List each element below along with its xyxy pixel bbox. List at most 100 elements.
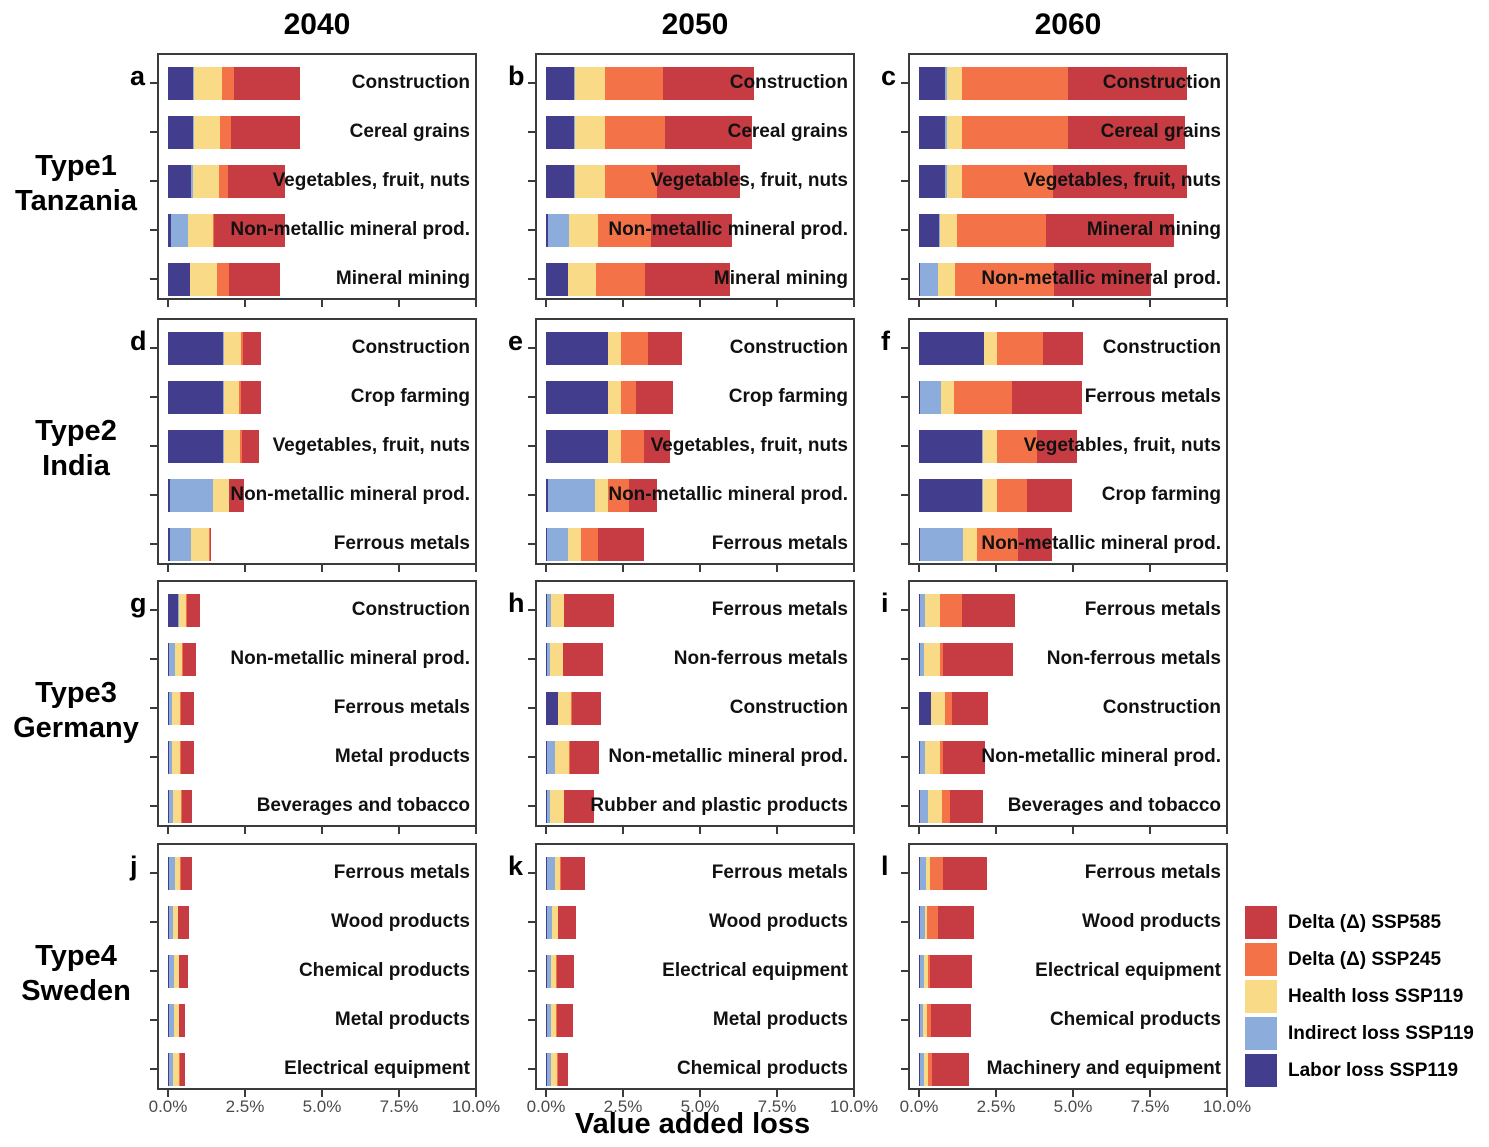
segment-health <box>922 1004 927 1037</box>
bar-e-4 <box>546 479 657 512</box>
sector-label: Vegetables, fruit, nuts <box>650 435 848 456</box>
segment-ssp585 <box>563 643 603 676</box>
sector-label: Ferrous metals <box>333 697 470 718</box>
bar-f-1 <box>919 332 1083 365</box>
legend: Delta (Δ) SSP585 Delta (Δ) SSP245 Health l… <box>1245 906 1474 1091</box>
segment-indirect <box>547 479 596 512</box>
sector-label: Vegetables, fruit, nuts <box>650 170 848 191</box>
segment-indirect <box>919 906 926 939</box>
x-axis-tick <box>995 565 997 572</box>
x-axis-tick-label: 2.5% <box>225 1097 265 1116</box>
segment-indirect <box>567 263 569 296</box>
segment-ssp245 <box>240 430 242 463</box>
segment-ssp585 <box>663 67 754 100</box>
segment-ssp585 <box>180 741 195 774</box>
x-axis-tick <box>1149 827 1151 834</box>
segment-ssp245 <box>620 381 636 414</box>
segment-health <box>550 790 564 823</box>
segment-indirect <box>919 381 942 414</box>
row-label-line1: Type2 <box>35 415 117 447</box>
segment-ssp245 <box>927 955 930 988</box>
segment-ssp585 <box>597 528 644 561</box>
segment-health <box>569 214 599 247</box>
segment-health <box>939 214 957 247</box>
segment-indirect <box>223 332 225 365</box>
bar-j-4 <box>168 1004 186 1037</box>
segment-health <box>550 643 563 676</box>
bar-a-3 <box>168 165 285 198</box>
row-label-line2: India <box>42 450 110 482</box>
segment-ssp245 <box>212 214 215 247</box>
x-axis-tick-label: 7.5% <box>757 1097 797 1116</box>
segment-ssp245 <box>569 741 570 774</box>
segment-labor <box>546 1004 547 1037</box>
bar-f-5 <box>919 528 1053 561</box>
segment-labor <box>919 692 931 725</box>
segment-health <box>946 67 963 100</box>
segment-indirect <box>178 594 179 627</box>
segment-ssp245 <box>221 67 235 100</box>
segment-labor <box>919 214 940 247</box>
segment-health <box>931 692 945 725</box>
segment-ssp585 <box>209 528 212 561</box>
y-axis-tick <box>528 921 535 923</box>
segment-ssp245 <box>930 857 943 890</box>
y-axis-tick <box>150 347 157 349</box>
bar-c-3 <box>919 165 1187 198</box>
segment-health <box>575 116 605 149</box>
segment-ssp585 <box>645 263 731 296</box>
x-axis-tick <box>244 827 246 834</box>
segment-health <box>941 381 954 414</box>
bar-d-5 <box>168 528 212 561</box>
y-axis-tick <box>150 229 157 231</box>
segment-indirect <box>919 1004 923 1037</box>
segment-ssp585 <box>178 906 189 939</box>
segment-indirect <box>919 741 926 774</box>
segment-labor <box>546 67 574 100</box>
segment-ssp245 <box>996 479 1028 512</box>
row-label-line2: Germany <box>13 712 139 744</box>
panel-letter-b: b <box>508 61 525 91</box>
segment-ssp585 <box>564 790 594 823</box>
segment-labor <box>919 528 920 561</box>
segment-ssp245 <box>962 116 1069 149</box>
panel-letter-j: j <box>130 851 138 881</box>
y-axis-tick <box>528 543 535 545</box>
x-axis-tick <box>995 827 997 834</box>
segment-indirect <box>919 263 939 296</box>
legend-swatch-health <box>1245 980 1277 1013</box>
x-axis-tick <box>1072 1090 1074 1097</box>
panel-h: Ferrous metals Non-ferrous metals Construc… <box>528 580 855 834</box>
sector-label: Vegetables, fruit, nuts <box>272 435 470 456</box>
segment-ssp245 <box>556 955 558 988</box>
segment-indirect <box>919 955 924 988</box>
bar-a-5 <box>168 263 280 296</box>
x-axis-tick <box>167 565 169 572</box>
y-axis-tick <box>901 756 908 758</box>
segment-health <box>925 906 927 939</box>
segment-labor <box>546 263 568 296</box>
segment-ssp245 <box>996 430 1037 463</box>
segment-health <box>190 263 217 296</box>
segment-ssp245 <box>596 263 646 296</box>
x-axis-tick-label: 10.0% <box>829 1097 879 1116</box>
sector-label: Non-metallic mineral prod. <box>981 268 1221 289</box>
x-axis-tick <box>995 300 997 307</box>
segment-ssp245 <box>953 381 1013 414</box>
segment-labor <box>546 790 547 823</box>
y-axis-tick <box>528 445 535 447</box>
sector-label: Non-ferrous metals <box>1046 648 1221 669</box>
legend-label: Delta (Δ) SSP245 <box>1288 948 1442 970</box>
bar-e-2 <box>546 381 673 414</box>
sector-label: Wood products <box>331 911 470 932</box>
segment-indirect <box>546 741 555 774</box>
segment-indirect <box>168 955 174 988</box>
column-header-2040: 2040 <box>283 8 351 41</box>
segment-health <box>923 1053 928 1086</box>
row-label-line1: Type4 <box>35 940 117 972</box>
segment-health <box>191 528 209 561</box>
sector-label: Beverages and tobacco <box>256 795 470 816</box>
x-axis-tick <box>995 1090 997 1097</box>
segment-health <box>568 263 597 296</box>
sector-label: Construction <box>1102 337 1221 358</box>
